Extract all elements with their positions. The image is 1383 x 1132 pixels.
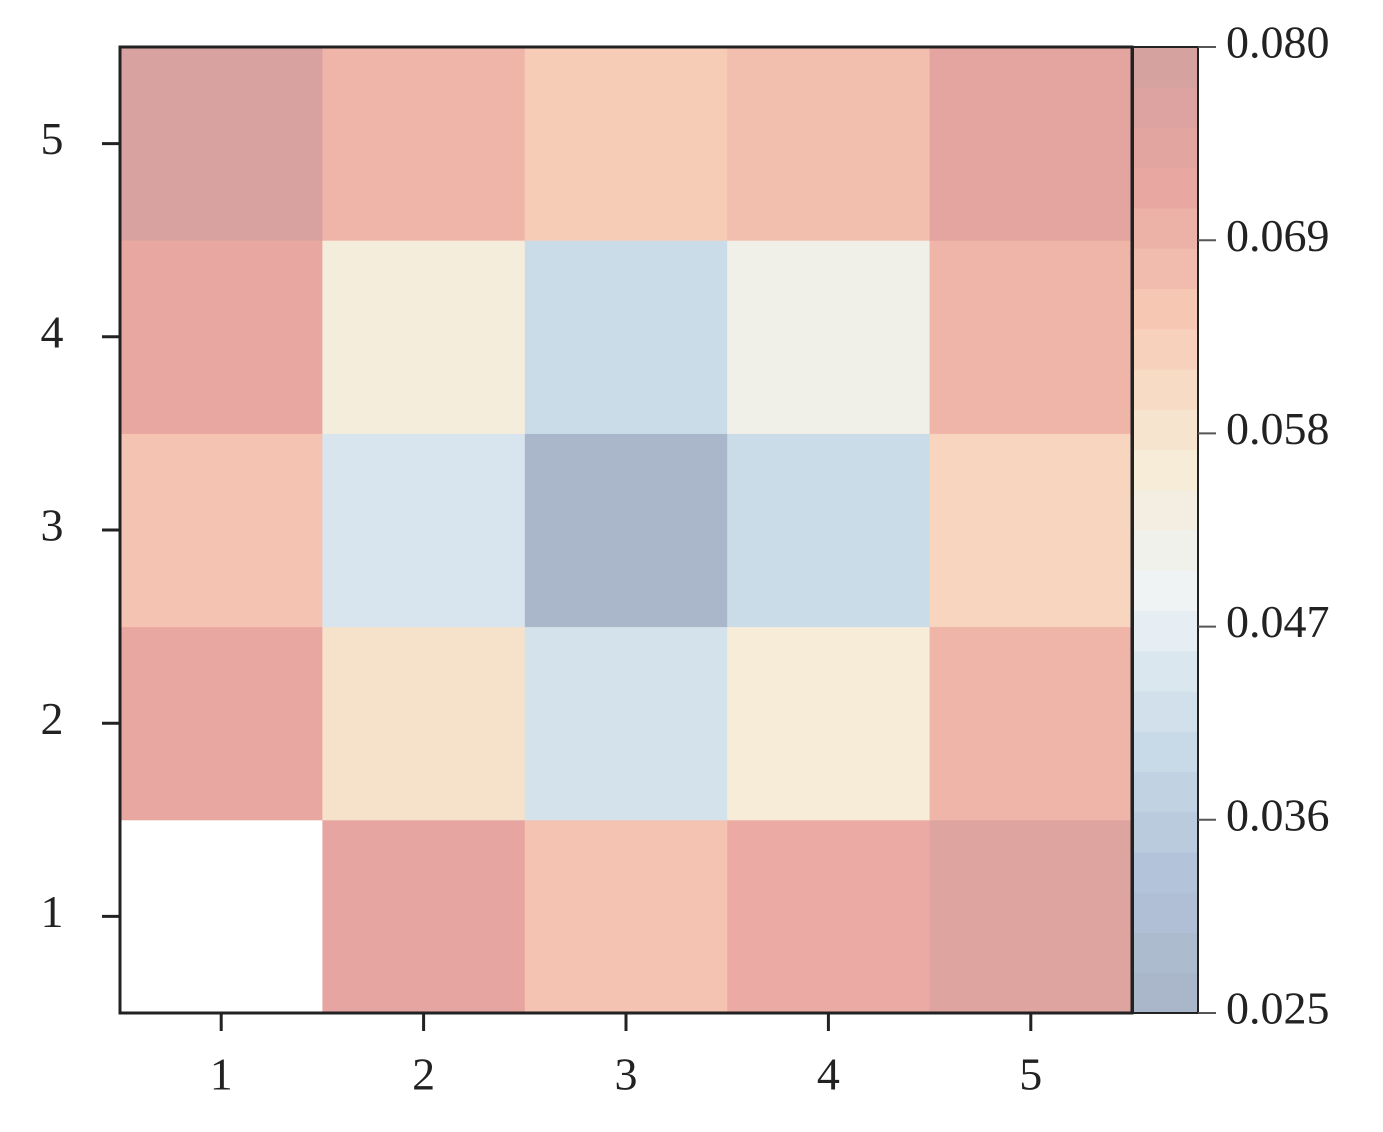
colorbar-band xyxy=(1133,932,1198,974)
cell xyxy=(120,626,323,821)
colorbar-band xyxy=(1133,328,1198,370)
x-tick-label: 2 xyxy=(412,1049,435,1100)
x-tick-label: 5 xyxy=(1019,1049,1042,1100)
x-tick-label: 3 xyxy=(615,1049,638,1100)
colorbar-band xyxy=(1133,248,1198,289)
colorbar-band xyxy=(1133,489,1198,531)
colorbar-tick-label: 0.025 xyxy=(1226,983,1330,1034)
colorbar-band xyxy=(1133,369,1198,410)
cell xyxy=(120,47,323,241)
y-tick-label: 1 xyxy=(41,886,64,937)
colorbar-band xyxy=(1133,87,1198,128)
cell xyxy=(322,47,526,241)
colorbar-band xyxy=(1133,409,1198,450)
colorbar-tick-label: 0.058 xyxy=(1226,403,1330,454)
y-tick-label: 3 xyxy=(41,500,64,551)
colorbar-band xyxy=(1133,731,1198,772)
cell xyxy=(929,47,1133,241)
colorbar-band xyxy=(1133,530,1198,571)
cell xyxy=(727,819,931,1014)
y-tick-label: 2 xyxy=(41,693,64,744)
cell xyxy=(120,240,323,434)
cell xyxy=(322,433,526,628)
cell xyxy=(322,626,526,821)
cell xyxy=(929,240,1133,434)
cell xyxy=(524,433,728,628)
colorbar-band xyxy=(1133,570,1198,611)
cell xyxy=(524,626,728,821)
cell xyxy=(322,819,526,1014)
cell xyxy=(929,626,1133,821)
colorbar-band xyxy=(1133,208,1198,249)
x-tick-label: 4 xyxy=(817,1049,840,1100)
colorbar-frame xyxy=(1132,46,1199,1014)
y-tick-label: 4 xyxy=(41,306,64,357)
colorbar-band xyxy=(1133,650,1198,692)
cell xyxy=(727,47,931,241)
x-tick-label: 1 xyxy=(210,1049,233,1100)
colorbar-band xyxy=(1133,811,1198,853)
cell xyxy=(727,240,931,434)
colorbar-tick-label: 0.080 xyxy=(1226,17,1330,68)
colorbar-band xyxy=(1133,852,1198,893)
colorbar-band xyxy=(1133,127,1198,169)
colorbar-tick-label: 0.036 xyxy=(1226,789,1330,840)
cell xyxy=(524,819,728,1014)
colorbar-band xyxy=(1133,449,1198,491)
cell xyxy=(929,819,1133,1014)
colorbar-band xyxy=(1133,288,1198,330)
cell xyxy=(727,626,931,821)
cell xyxy=(524,240,728,434)
cell xyxy=(524,47,728,241)
y-tick-label: 5 xyxy=(41,113,64,164)
colorbar-band xyxy=(1133,892,1198,933)
cell xyxy=(727,433,931,628)
colorbar-band xyxy=(1133,972,1198,1014)
colorbar-tick-label: 0.069 xyxy=(1226,210,1330,261)
colorbar-band xyxy=(1133,610,1198,652)
colorbar-band xyxy=(1133,771,1198,813)
cell xyxy=(120,433,323,628)
cell xyxy=(322,240,526,434)
colorbar-band xyxy=(1133,167,1198,209)
colorbar-band xyxy=(1133,691,1198,732)
colorbar-tick-label: 0.047 xyxy=(1226,596,1330,647)
colorbar-band xyxy=(1133,47,1198,88)
cell xyxy=(929,433,1133,628)
